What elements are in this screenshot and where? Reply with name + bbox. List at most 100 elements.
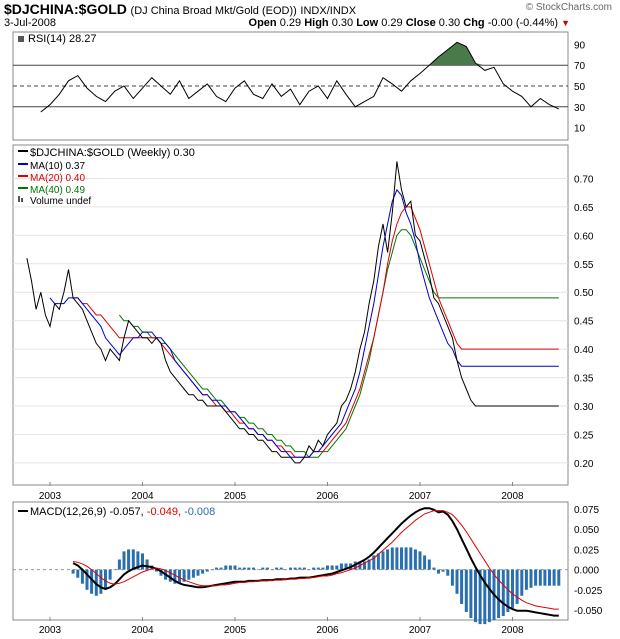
x-tick-label-bottom: 2004: [131, 625, 154, 636]
macd-hist-bar: [284, 570, 287, 571]
macd-hist-bar: [543, 570, 546, 586]
macd-hist-bar: [456, 570, 459, 594]
macd-hist-bar: [539, 570, 542, 586]
macd-hist-bar: [127, 549, 130, 569]
x-tick-label-bottom: 2003: [39, 625, 62, 636]
macd-hist-bar: [113, 570, 116, 571]
macd-hist-bar: [525, 570, 528, 590]
macd-hist-bar: [197, 570, 200, 576]
rsi-y-ticks: 90 70 50 30 10: [574, 40, 586, 134]
x-tick-label-bottom: 2005: [224, 625, 247, 636]
legend-swatch-ma40: [18, 187, 28, 189]
rsi-reference-lines: [13, 65, 568, 107]
high-label: High: [304, 17, 328, 29]
rsi-line: [41, 42, 559, 112]
macd-hist-bar: [405, 547, 408, 569]
macd-hist-bar: [210, 570, 213, 571]
x-tick-label: 2007: [409, 491, 432, 502]
macd-hist-bar: [469, 570, 472, 618]
macd-hist-bar: [169, 570, 172, 582]
macd-hist-bar: [400, 547, 403, 569]
close-value: 0.30: [439, 17, 460, 29]
macd-title-hist: -0.008: [184, 506, 215, 518]
rsi-title: RSI(14) 28.27: [28, 33, 96, 45]
macd-hist-bar: [271, 570, 274, 571]
price-legend: $DJCHINA:$GOLD (Weekly) 0.30 MA(10) 0.37…: [18, 147, 195, 207]
macd-hist-bar: [303, 568, 306, 570]
legend-volume: Volume undef: [30, 196, 91, 207]
macd-hist-bar: [280, 568, 283, 570]
quote-date: 3-Jul-2008: [4, 17, 56, 29]
chg-label: Chg: [463, 17, 484, 29]
macd-hist-bar: [497, 570, 500, 618]
price-y-tick: 0.50: [574, 288, 594, 299]
macd-hist-bar: [132, 549, 135, 569]
macd-hist-bar: [72, 570, 75, 574]
exchange: INDX/INDX: [300, 5, 356, 17]
price-y-tick: 0.55: [574, 260, 594, 271]
macd-hist-bar: [243, 568, 246, 570]
price-y-tick: 0.20: [574, 459, 594, 470]
price-y-tick: 0.60: [574, 231, 594, 242]
macd-hist-bar: [451, 570, 454, 586]
macd-hist-bar: [289, 568, 292, 570]
macd-hist-bar: [391, 547, 394, 569]
macd-hist-bar: [511, 570, 514, 608]
macd-hist-bar: [460, 570, 463, 604]
macd-hist-bar: [257, 570, 260, 571]
macd-hist-bar: [432, 568, 435, 570]
macd-legend: MACD(12,26,9) -0.057, -0.049, -0.008: [18, 506, 215, 518]
macd-hist-bar: [340, 564, 343, 570]
macd-hist-bar: [516, 570, 519, 604]
rsi-y-tick: 90: [574, 40, 586, 51]
macd-hist-bar: [312, 568, 315, 570]
rsi-legend-swatch: [18, 36, 24, 42]
quote-summary: Open 0.29 High 0.30 Low 0.29 Close 0.30 …: [249, 17, 570, 29]
macd-hist-bar: [109, 570, 112, 580]
rsi-y-tick: 70: [574, 61, 586, 72]
legend-price: $DJCHINA:$GOLD (Weekly) 0.30: [30, 147, 195, 159]
chart-title: $DJCHINA:$GOLD (DJ China Broad Mkt/Gold …: [4, 1, 356, 17]
macd-hist-bar: [419, 551, 422, 569]
rsi-y-tick: 50: [574, 82, 586, 93]
legend-swatch-price: [18, 150, 28, 152]
macd-hist-bar: [123, 551, 126, 569]
macd-hist-bar: [488, 570, 491, 623]
x-tick-label: 2006: [316, 491, 339, 502]
macd-hist-bar: [99, 570, 102, 594]
macd-hist-bar: [335, 566, 338, 570]
macd-hist-bar: [483, 570, 486, 625]
macd-hist-bar: [474, 570, 477, 623]
macd-hist-bar: [502, 570, 505, 616]
macd-hist-bar: [326, 566, 329, 570]
macd-hist-bar: [294, 568, 297, 570]
macd-hist-bar: [446, 570, 449, 576]
macd-hist-bar: [377, 553, 380, 569]
macd-hist-bar: [317, 568, 320, 570]
macd-hist-bar: [331, 566, 334, 570]
macd-hist-bar: [234, 566, 237, 570]
macd-hist-bar: [247, 568, 250, 570]
macd-y-tick: 0.000: [574, 566, 599, 577]
macd-hist-bar: [553, 570, 556, 586]
price-y-tick: 0.65: [574, 203, 594, 214]
macd-hist-bar: [224, 566, 227, 570]
legend-swatch-ma10: [18, 163, 28, 165]
macd-hist-bar: [229, 566, 232, 570]
macd-hist-bar: [423, 555, 426, 569]
macd-legend-swatch: [18, 510, 28, 512]
macd-hist-bar: [530, 570, 533, 588]
macd-hist-bar: [215, 568, 218, 570]
macd-hist-bar: [238, 568, 241, 570]
ma10-line: [50, 190, 559, 457]
legend-ma20: MA(20) 0.40: [30, 173, 85, 184]
macd-hist-bar: [409, 547, 412, 569]
macd-hist-bar: [442, 570, 445, 572]
macd-y-tick: 0.075: [574, 505, 599, 516]
macd-hist-bar: [275, 568, 278, 570]
open-label: Open: [249, 17, 277, 29]
low-value: 0.29: [381, 17, 402, 29]
macd-hist-bar: [266, 568, 269, 570]
high-value: 0.30: [332, 17, 353, 29]
price-y-tick: 0.30: [574, 402, 594, 413]
